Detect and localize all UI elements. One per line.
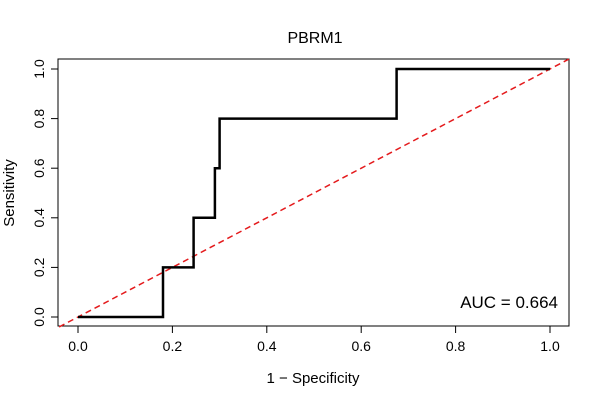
plot-frame [57, 58, 570, 327]
y-tick-label: 0.8 [31, 109, 47, 129]
x-axis-label: 1 − Specificity [267, 370, 360, 387]
x-tick-label: 0.4 [257, 338, 277, 354]
x-tick-label: 0.8 [446, 338, 466, 354]
y-tick-label: 0.6 [31, 158, 47, 178]
roc-curve [78, 67, 550, 319]
y-tick-label: 1.0 [31, 59, 47, 79]
y-axis-ticks: 0.0 0.2 0.4 0.6 0.8 1.0 [31, 59, 58, 327]
auc-annotation: AUC = 0.664 [460, 293, 558, 312]
x-tick-label: 0.2 [163, 338, 183, 354]
chart-title: PBRM1 [287, 30, 342, 47]
y-tick-label: 0.0 [31, 307, 47, 327]
x-tick-label: 0.6 [351, 338, 371, 354]
x-tick-label: 1.0 [540, 338, 560, 354]
y-tick-label: 0.4 [31, 208, 47, 228]
x-tick-label: 0.0 [68, 338, 88, 354]
reference-diagonal-line [58, 58, 570, 328]
y-tick-label: 0.2 [31, 257, 47, 277]
x-axis-ticks: 0.0 0.2 0.4 0.6 0.8 1.0 [68, 326, 560, 354]
y-axis-label: Sensitivity [1, 159, 18, 227]
